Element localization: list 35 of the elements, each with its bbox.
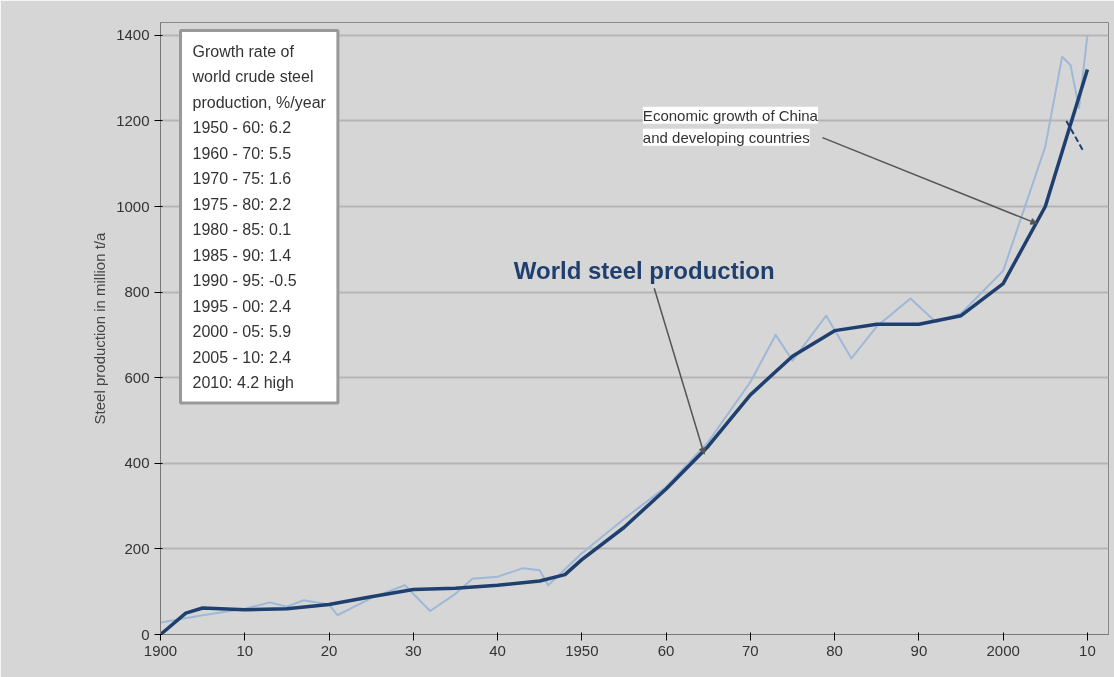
annotation: Growth rate of world crude steel production, %/year <box>191 42 327 111</box>
y-tick-label: 800 <box>124 283 150 301</box>
x-tick-label: 80 <box>826 641 843 659</box>
y-tick-label: 200 <box>124 539 150 557</box>
x-tick-label: 10 <box>236 641 254 659</box>
x-tick-label: 1900 <box>143 641 178 659</box>
annotation: 2005 - 10: 2.4 <box>192 348 292 366</box>
y-tick-label: 600 <box>124 368 150 386</box>
annotation: 1960 - 70: 5.5 <box>192 144 292 162</box>
annotation: 2010: 4.2 high <box>192 374 294 391</box>
annotation: 1985 - 90: 1.4 <box>192 246 292 264</box>
x-tick-label: 1950 <box>565 641 599 659</box>
x-tick-label: 70 <box>742 641 759 659</box>
y-tick-label: 0 <box>141 625 150 643</box>
annotation: 1995 - 00: 2.4 <box>192 297 292 315</box>
annotation: 1980 - 85: 0.1 <box>192 221 292 238</box>
annotation: 1975 - 80: 2.2 <box>192 195 292 213</box>
annotation: 1970 - 75: 1.6 <box>192 170 292 187</box>
annotation: 1950 - 60: 6.2 <box>192 119 292 136</box>
x-tick-label: 10 <box>1079 641 1096 659</box>
y-tick-label: 400 <box>124 454 150 472</box>
annotation: Economic growth of China and developing countries <box>642 106 819 146</box>
x-tick-label: 20 <box>320 641 338 659</box>
annotation: 1990 - 95: -0.5 <box>192 272 297 289</box>
x-tick-label: 90 <box>910 641 928 659</box>
y-axis-title: Steel production in million t/a <box>91 231 109 425</box>
x-tick-label: 30 <box>404 641 422 659</box>
x-tick-label: 2000 <box>986 641 1020 659</box>
annotation: 2000 - 05: 5.9 <box>192 323 292 340</box>
y-tick-label: 1000 <box>116 197 150 215</box>
x-tick-label: 60 <box>657 641 675 659</box>
text: World steel production <box>513 257 775 285</box>
y-tick-label: 1200 <box>116 111 150 129</box>
y-tick-label: 1400 <box>116 26 150 44</box>
x-tick-label: 40 <box>489 641 506 659</box>
